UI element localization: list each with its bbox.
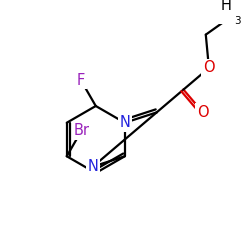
Text: N: N: [119, 115, 130, 130]
Text: 3: 3: [234, 16, 240, 26]
Text: H: H: [220, 0, 231, 14]
Text: O: O: [203, 60, 215, 76]
Text: Br: Br: [74, 123, 90, 138]
Text: F: F: [77, 72, 85, 88]
Text: N: N: [88, 159, 98, 174]
Text: O: O: [197, 105, 209, 120]
